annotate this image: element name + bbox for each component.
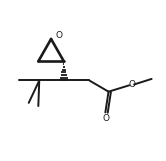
Text: O: O xyxy=(128,80,135,89)
Text: O: O xyxy=(103,114,110,123)
Text: O: O xyxy=(56,31,63,40)
